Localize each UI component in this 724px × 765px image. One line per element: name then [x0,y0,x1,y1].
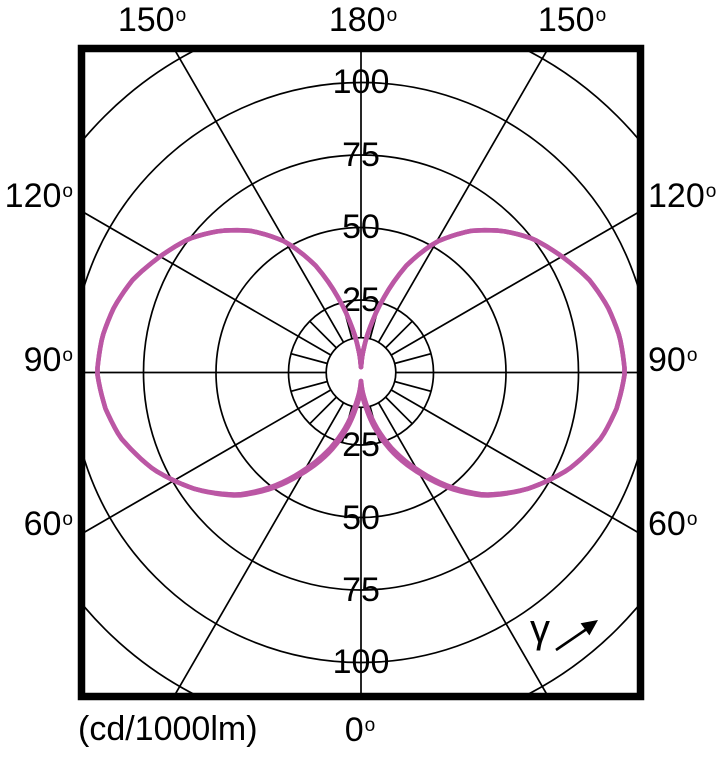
distribution-curve [346,227,627,497]
grid-spoke-major [390,389,637,533]
grid-spoke-minor [309,320,338,349]
angle-label-60-right: 60o [648,507,697,541]
grid-spoke-minor [384,396,413,425]
angle-label-120-left: 120o [0,179,73,213]
angle-label-0-bottom: 0o [345,713,376,747]
degree-sign: o [595,5,607,27]
gamma-arrow-head [580,620,598,636]
degree-sign: o [364,715,376,737]
angle-label-90-left: 90o [0,343,73,377]
degree-sign: o [705,181,717,203]
grid-spoke-major [85,389,332,533]
angle-value: 150 [117,1,175,39]
plot-border [77,44,645,701]
grid-spoke-minor [290,380,328,393]
angle-value: 60 [648,505,686,543]
degree-sign: o [62,509,73,531]
angle-value: 60 [23,505,62,543]
r-tick-25-bottom: 25 [342,426,380,464]
grid-spoke-minor [290,352,328,365]
gamma-arrow-shaft [555,628,587,652]
grid-spoke-minor [394,380,432,393]
angle-label-120-right: 120o [648,179,716,213]
grid-spoke-minor [394,352,432,365]
units-label: (cd/1000lm) [78,710,258,748]
angle-label-90-right: 90o [648,343,697,377]
r-tick-100-bottom: 100 [332,643,390,681]
distribution-curve [95,227,376,497]
angle-label-150-top-left: 150o [118,3,186,37]
angle-value: 90 [648,341,686,379]
degree-sign: o [62,181,73,203]
gamma-symbol: γ [530,607,550,651]
degree-sign: o [386,5,398,27]
grid-spoke-minor [384,320,413,349]
r-tick-25-top: 25 [342,281,380,319]
degree-sign: o [686,345,698,367]
r-tick-75-top: 75 [342,136,380,174]
angle-label-60-left: 60o [0,507,73,541]
angle-value: 90 [23,341,62,379]
r-tick-100-top: 100 [332,63,390,101]
angle-value: 0 [344,711,364,749]
grid-spoke-major [377,52,548,343]
angle-label-150-top-right: 150o [538,3,606,37]
grid-spoke-major [174,52,345,343]
degree-sign: o [62,345,73,367]
grid-spoke-major [85,212,332,356]
angle-value: 180 [328,1,386,39]
degree-sign: o [686,509,698,531]
grid-spoke-major [390,212,637,356]
degree-sign: o [175,5,187,27]
angle-label-180-top: 180o [329,3,397,37]
r-tick-50-bottom: 50 [342,499,380,537]
r-tick-75-bottom: 75 [342,571,380,609]
grid-spoke-minor [309,396,338,425]
angle-value: 150 [537,1,595,39]
angle-value: 120 [4,177,62,215]
r-tick-50-top: 50 [342,208,380,246]
angle-value: 120 [648,177,705,215]
